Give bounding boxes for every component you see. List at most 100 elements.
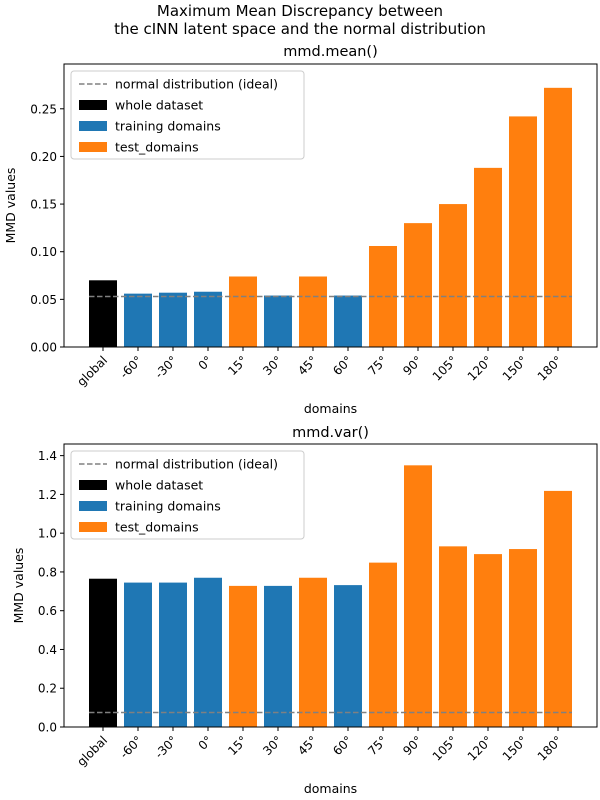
y-tick-label: 1.4 bbox=[38, 449, 57, 463]
x-tick-label: 150° bbox=[500, 353, 530, 383]
bar-global bbox=[89, 280, 117, 347]
x-tick-label: -60° bbox=[117, 733, 145, 761]
legend: normal distribution (ideal) whole dataset… bbox=[70, 70, 305, 160]
plot-frame bbox=[63, 63, 598, 348]
bar-60deg bbox=[334, 585, 362, 727]
x-axis-label: domains bbox=[304, 781, 357, 796]
y-tick-label: 0.6 bbox=[38, 604, 57, 618]
bar-global bbox=[89, 578, 117, 727]
x-tick-label: 60° bbox=[330, 733, 355, 758]
bar--30deg bbox=[159, 292, 187, 347]
bar-15deg bbox=[229, 276, 257, 347]
legend-frame bbox=[70, 450, 305, 540]
legend-label-whole: whole dataset bbox=[115, 478, 203, 493]
y-tick-label: 0.2 bbox=[38, 682, 57, 696]
x-tick-label: 120° bbox=[465, 733, 495, 763]
legend-swatch-test bbox=[79, 142, 107, 152]
x-tick-label: 45° bbox=[295, 733, 320, 758]
figure-title-line-2: the cINN latent space and the normal dis… bbox=[114, 20, 486, 38]
bar--60deg bbox=[124, 582, 152, 727]
plot-frame bbox=[63, 443, 598, 728]
x-tick-label: 15° bbox=[225, 353, 250, 378]
x-tick-label: 75° bbox=[365, 353, 390, 378]
x-tick-label: 60° bbox=[330, 353, 355, 378]
bar-90deg bbox=[404, 223, 432, 347]
x-tick-label: 0° bbox=[196, 353, 216, 373]
y-tick-label: 1.2 bbox=[38, 488, 57, 502]
x-tick-label: 90° bbox=[400, 353, 425, 378]
chart-title: mmd.mean() bbox=[283, 44, 378, 60]
y-axis-label: MMD values bbox=[11, 548, 26, 624]
legend-label-training: training domains bbox=[115, 119, 221, 134]
y-tick-label: 0.05 bbox=[30, 293, 57, 307]
x-tick-label: -60° bbox=[117, 353, 145, 381]
x-tick-label: 105° bbox=[430, 733, 460, 763]
bar--60deg bbox=[124, 293, 152, 347]
x-tick-label: 30° bbox=[260, 733, 285, 758]
bar-60deg bbox=[334, 295, 362, 347]
x-tick-label: global bbox=[74, 353, 110, 389]
legend-label-reference: normal distribution (ideal) bbox=[115, 77, 278, 92]
y-tick-label: 0.15 bbox=[30, 198, 57, 212]
bar-30deg bbox=[264, 585, 292, 727]
bar-150deg bbox=[509, 116, 537, 347]
x-tick-label: 150° bbox=[500, 733, 530, 763]
x-axis-label: domains bbox=[304, 401, 357, 416]
legend-swatch-training bbox=[79, 121, 107, 131]
x-tick-label: 120° bbox=[465, 353, 495, 383]
x-tick-label: 45° bbox=[295, 353, 320, 378]
legend-label-test: test_domains bbox=[115, 520, 199, 535]
legend-swatch-whole bbox=[79, 100, 107, 110]
legend: normal distribution (ideal) whole dataset… bbox=[70, 450, 305, 540]
x-tick-label: 180° bbox=[535, 353, 565, 383]
bar-90deg bbox=[404, 465, 432, 727]
bar--30deg bbox=[159, 582, 187, 727]
x-tick-label: 105° bbox=[430, 353, 460, 383]
x-tick-label: 0° bbox=[196, 733, 216, 753]
y-axis-label: MMD values bbox=[3, 168, 18, 244]
x-tick-label: global bbox=[74, 733, 110, 769]
bar-0deg bbox=[194, 577, 222, 727]
x-tick-label: -30° bbox=[152, 353, 180, 381]
y-tick-label: 0.10 bbox=[30, 245, 57, 259]
legend-swatch-test bbox=[79, 522, 107, 532]
figure-title-line-1: Maximum Mean Discrepancy between bbox=[156, 2, 444, 20]
x-tick-label: 15° bbox=[225, 733, 250, 758]
legend-swatch-training bbox=[79, 501, 107, 511]
bar-0deg bbox=[194, 291, 222, 347]
x-tick-label: 75° bbox=[365, 733, 390, 758]
bar-15deg bbox=[229, 585, 257, 727]
x-tick-label: 90° bbox=[400, 733, 425, 758]
legend-label-whole: whole dataset bbox=[115, 98, 203, 113]
y-tick-label: 0.4 bbox=[38, 643, 57, 657]
chart-title: mmd.var() bbox=[292, 425, 369, 441]
x-tick-label: 30° bbox=[260, 353, 285, 378]
legend-frame bbox=[70, 70, 305, 160]
x-tick-label: 180° bbox=[535, 733, 565, 763]
bar-150deg bbox=[509, 549, 537, 727]
bar-105deg bbox=[439, 204, 467, 347]
legend-label-test: test_domains bbox=[115, 140, 199, 155]
bar-180deg bbox=[544, 87, 572, 348]
bar-75deg bbox=[369, 562, 397, 727]
bar-105deg bbox=[439, 546, 467, 727]
y-tick-label: 1.0 bbox=[38, 527, 57, 541]
bar-30deg bbox=[264, 295, 292, 347]
y-tick-label: 0.00 bbox=[30, 341, 57, 355]
bar-45deg bbox=[299, 276, 327, 347]
y-tick-label: 0.0 bbox=[38, 721, 57, 735]
bar-120deg bbox=[474, 554, 502, 727]
y-tick-label: 0.8 bbox=[38, 565, 57, 579]
bar-45deg bbox=[299, 577, 327, 727]
y-tick-label: 0.20 bbox=[30, 150, 57, 164]
bar-120deg bbox=[474, 167, 502, 347]
legend-swatch-whole bbox=[79, 480, 107, 490]
legend-label-training: training domains bbox=[115, 499, 221, 514]
figure-title: Maximum Mean Discrepancy between the cIN… bbox=[0, 2, 600, 38]
chart-panel-1: mmd.mean() 0.00 0.05 0.10 0.15 0.20 0.25 global… bbox=[3, 44, 598, 416]
y-tick-label: 0.25 bbox=[30, 102, 57, 116]
x-tick-label: -30° bbox=[152, 733, 180, 761]
